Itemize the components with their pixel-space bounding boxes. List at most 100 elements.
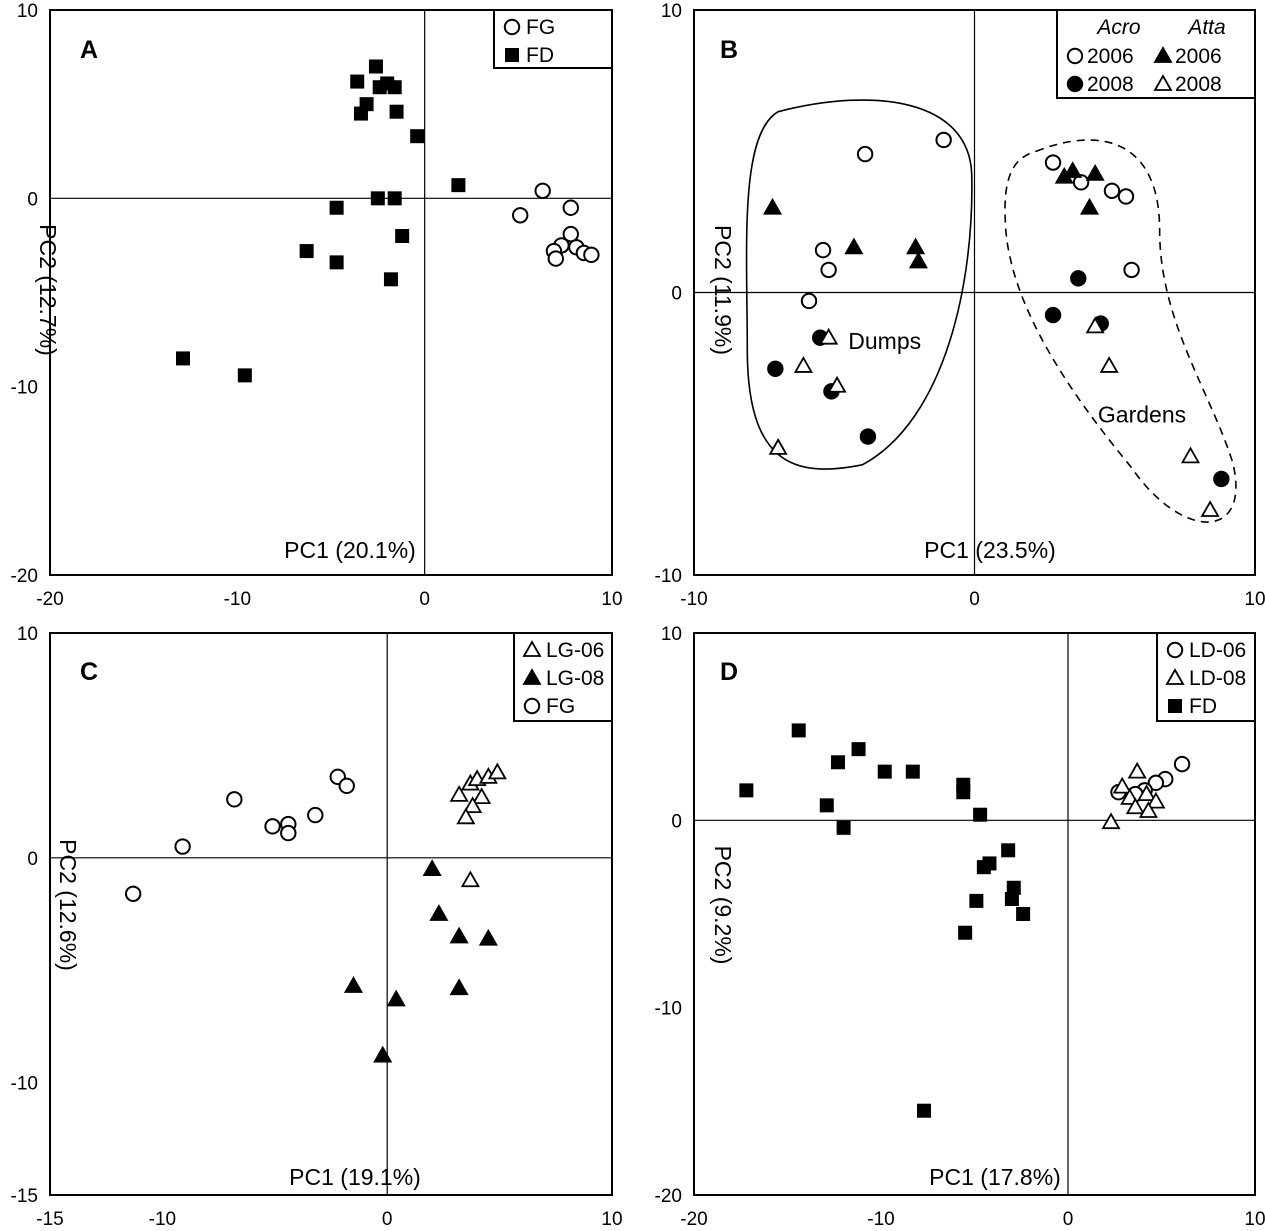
data-point: [1136, 784, 1157, 802]
data-point: [1213, 470, 1230, 488]
y-tick-label: -10: [655, 566, 682, 587]
legend-entry: LD-08: [1189, 667, 1246, 690]
data-point: [859, 428, 877, 445]
data-point: [827, 375, 847, 393]
data-point: [969, 893, 984, 908]
data-point: [1099, 356, 1119, 373]
x-axis-label: PC1 (17.8%): [929, 1164, 1061, 1190]
legend-marker: [1066, 75, 1084, 93]
data-point: [226, 791, 243, 808]
data-point: [935, 131, 952, 149]
legend-entry: FD: [526, 44, 554, 67]
legend-entry: 2008: [1087, 73, 1134, 96]
data-point: [739, 783, 754, 798]
data-point: [449, 926, 469, 944]
data-point: [814, 241, 832, 259]
dumps-outline: [745, 99, 973, 470]
data-point: [1016, 907, 1031, 921]
data-point: [410, 129, 425, 144]
data-point: [370, 191, 385, 206]
y-axis-label: PC2 (9.2%): [710, 846, 736, 965]
legend-entry: 2008: [1175, 73, 1222, 96]
data-point: [264, 818, 281, 835]
data-point: [1117, 188, 1135, 205]
x-tick-label: -20: [680, 1209, 707, 1230]
data-point: [1044, 306, 1062, 324]
data-point: [877, 764, 892, 779]
data-point: [389, 104, 404, 119]
data-point: [1180, 446, 1201, 464]
data-point: [1070, 270, 1087, 287]
legend-entry: LG-06: [546, 639, 604, 662]
y-tick-label: 10: [17, 1, 38, 22]
data-point: [383, 272, 398, 287]
data-point: [844, 237, 864, 255]
data-point: [830, 755, 845, 770]
data-point: [329, 200, 344, 215]
data-point: [429, 904, 449, 921]
y-tick-label: -10: [655, 999, 682, 1020]
data-point: [1146, 791, 1166, 809]
legend-marker: [1153, 46, 1173, 63]
data-point: [917, 1103, 932, 1118]
data-point: [487, 762, 507, 780]
data-point: [1103, 182, 1121, 200]
data-point: [124, 885, 142, 902]
data-point: [1001, 843, 1016, 858]
data-point: [982, 856, 997, 871]
data-point: [237, 368, 252, 383]
x-tick-label: -15: [36, 1209, 63, 1230]
data-point: [353, 106, 368, 121]
y-tick-label: -20: [655, 1186, 682, 1207]
data-point: [767, 360, 784, 377]
x-axis-label: PC1 (20.1%): [284, 537, 416, 563]
data-point: [905, 764, 920, 779]
data-point: [768, 438, 788, 455]
y-axis-label: PC2 (12.6%): [55, 839, 81, 971]
data-point: [1147, 774, 1165, 792]
y-tick-label: 10: [661, 624, 682, 645]
data-point: [472, 787, 492, 805]
y-tick-label: 0: [27, 849, 38, 870]
legend-marker: [523, 697, 541, 715]
legend-entry: LG-08: [546, 667, 604, 690]
x-tick-label: 10: [1244, 1209, 1265, 1230]
y-tick-label: 0: [671, 284, 682, 305]
x-tick-label: -20: [36, 589, 63, 610]
y-tick-label: -15: [11, 1186, 38, 1207]
panel-label: B: [720, 36, 738, 64]
plot-frame: [693, 632, 1256, 1196]
data-point: [368, 59, 383, 74]
data-point: [1173, 755, 1191, 773]
data-point: [958, 925, 973, 940]
data-point: [1085, 164, 1105, 181]
data-point: [299, 244, 314, 259]
data-point: [280, 824, 297, 842]
data-point: [387, 80, 402, 95]
data-point: [460, 870, 480, 888]
y-tick-label: -10: [11, 1074, 38, 1095]
x-tick-label: 10: [601, 1209, 622, 1230]
y-axis-label: PC2 (12.7%): [35, 224, 61, 356]
legend-marker: [1066, 47, 1084, 65]
data-point: [851, 742, 866, 757]
legend-entry: FG: [526, 16, 555, 39]
data-point: [1123, 261, 1140, 279]
y-tick-label: 0: [27, 189, 38, 210]
data-point: [1006, 880, 1021, 895]
data-point: [791, 723, 806, 738]
data-point: [1079, 197, 1100, 215]
data-point: [463, 796, 483, 813]
x-tick-label: -10: [149, 1209, 176, 1230]
data-point: [1072, 174, 1090, 191]
x-tick-label: -10: [680, 589, 707, 610]
panel-label: D: [720, 658, 738, 686]
data-point: [908, 251, 928, 269]
data-point: [836, 820, 851, 835]
data-point: [819, 798, 834, 813]
panel-B: -10 0 10 10 0 -10 PC1 (23.5%) PC2 (11.9%) B Dumps…: [655, 1, 1265, 610]
x-axis-label: PC1 (19.1%): [289, 1164, 421, 1190]
plot-frame: [49, 632, 613, 1196]
legend-header: Acro: [1095, 16, 1141, 39]
